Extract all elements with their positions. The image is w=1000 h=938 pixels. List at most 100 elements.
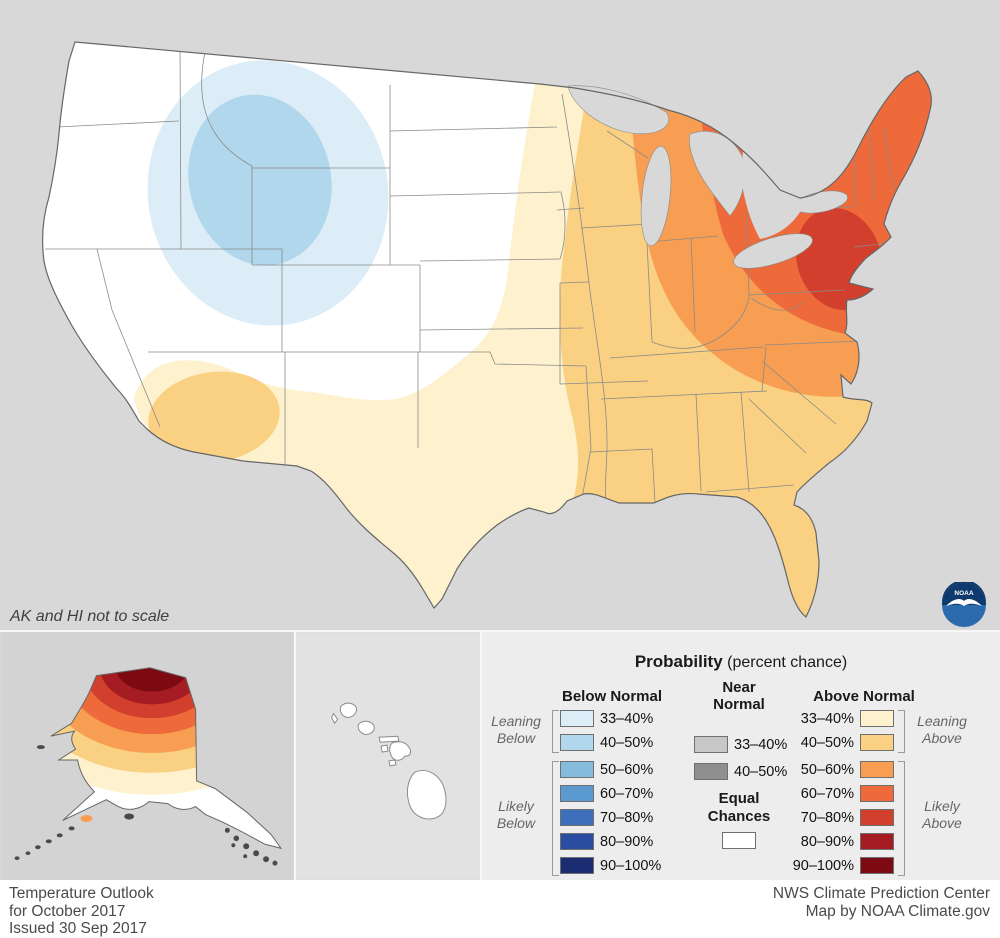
legend-range-label: 50–60% <box>600 761 654 778</box>
legend-row-above-60-70: 60–70% <box>772 785 894 802</box>
bracket-likely-above <box>898 761 905 876</box>
legend-range-label: 40–50% <box>600 734 654 751</box>
legend-range-label: 90–100% <box>792 857 854 874</box>
footer-line-month: for October 2017 <box>9 902 126 920</box>
legend-swatch <box>694 736 728 753</box>
inset-panel-row: Probability (percent chance) Below Norma… <box>0 630 1000 880</box>
island-kauai <box>339 702 357 718</box>
legend-range-label: 40–50% <box>800 734 854 751</box>
legend-swatch <box>560 785 594 802</box>
legend-range-label: 50–60% <box>800 761 854 778</box>
conus-temperature-map <box>42 41 932 618</box>
legend-range-label: 60–70% <box>800 785 854 802</box>
legend-swatch <box>860 857 894 874</box>
legend-row-above-33-40: 33–40% <box>772 710 894 727</box>
legend-swatch <box>860 809 894 826</box>
legend-range-label: 33–40% <box>600 710 654 727</box>
bracket-likely-below <box>552 761 559 876</box>
legend-swatch <box>560 809 594 826</box>
footer-line-issued: Issued 30 Sep 2017 <box>9 920 147 937</box>
hawaii-map <box>296 632 480 880</box>
legend-header-above: Above Normal <box>813 688 915 705</box>
legend-row-below-40-50: 40–50% <box>560 734 653 751</box>
legend-equal-chances-label: Equal Chances <box>707 790 771 825</box>
aleutian-above-normal-spot <box>80 815 93 822</box>
ontario-canada-wedge <box>741 151 806 239</box>
noaa-logo-icon: NOAA <box>942 582 986 627</box>
legend-swatch <box>560 710 594 727</box>
legend-header-below: Below Normal <box>561 688 663 705</box>
legend-swatch <box>560 734 594 751</box>
legend-row-below-70-80: 70–80% <box>560 809 653 826</box>
legend-range-label: 80–90% <box>800 833 854 850</box>
legend-row-above-90-100: 90–100% <box>772 857 894 874</box>
legend-header-near: Near Normal <box>713 679 765 713</box>
alaska-outline <box>50 667 283 850</box>
legend-range-label: 40–50% <box>734 763 788 780</box>
footer-line-credit: Map by NOAA Climate.gov <box>805 902 990 920</box>
legend-swatch <box>860 761 894 778</box>
legend-row-above-80-90: 80–90% <box>772 833 894 850</box>
island-lanai <box>380 744 389 753</box>
island-niihau <box>331 712 339 725</box>
legend-swatch <box>860 710 894 727</box>
svg-text:NOAA: NOAA <box>954 590 973 597</box>
legend-panel: Probability (percent chance) Below Norma… <box>480 630 1000 880</box>
legend-range-label: 70–80% <box>800 809 854 826</box>
island-maui <box>389 741 412 761</box>
ak-band-90-100 <box>115 667 189 692</box>
footer-title-block: Temperature Outlook for October 2017 Iss… <box>9 885 154 938</box>
legend-row-above-50-60: 50–60% <box>772 761 894 778</box>
legend-title: Probability (percent chance) <box>634 652 848 671</box>
island-hawaii <box>406 769 447 820</box>
footer-credit-block: NWS Climate Prediction Center Map by NOA… <box>773 885 990 920</box>
lake-superior <box>567 85 669 135</box>
legend-range-label: 33–40% <box>800 710 854 727</box>
legend-row-above-70-80: 70–80% <box>772 809 894 826</box>
legend-row-below-60-70: 60–70% <box>560 785 653 802</box>
legend-equal-chances-swatch <box>722 832 756 849</box>
island-oahu <box>357 720 375 735</box>
legend-row-below-80-90: 80–90% <box>560 833 653 850</box>
alaska-map <box>1 632 293 880</box>
legend-range-label: 90–100% <box>600 857 662 874</box>
island-molokai <box>378 735 400 743</box>
region-below-40-50 <box>188 94 332 266</box>
legend-row-above-40-50: 40–50% <box>772 734 894 751</box>
legend-row-near-33-40: 33–40% <box>694 736 787 753</box>
legend-range-label: 60–70% <box>600 785 654 802</box>
legend-swatch <box>560 761 594 778</box>
legend-swatch <box>694 763 728 780</box>
label-leaning-below: Leaning Below <box>491 713 541 746</box>
footer: Temperature Outlook for October 2017 Iss… <box>0 880 1000 938</box>
alexander-archipelago <box>224 827 278 866</box>
legend-swatch <box>860 785 894 802</box>
island-kahoolawe <box>388 759 397 767</box>
lake-erie <box>733 233 813 269</box>
lake-michigan <box>640 145 672 247</box>
bracket-leaning-above <box>898 710 905 753</box>
aleutian-islands <box>14 745 135 860</box>
alaska-inset-panel <box>0 630 294 880</box>
legend-swatch <box>860 833 894 850</box>
legend-swatch <box>860 734 894 751</box>
ak-band-80-90 <box>99 667 205 705</box>
us-outline <box>42 41 932 618</box>
legend-range-label: 80–90% <box>600 833 654 850</box>
legend-range-label: 70–80% <box>600 809 654 826</box>
label-leaning-above: Leaning Above <box>917 713 967 746</box>
bracket-leaning-below <box>552 710 559 753</box>
legend-swatch <box>560 857 594 874</box>
legend-row-below-33-40: 33–40% <box>560 710 653 727</box>
footer-line-source: NWS Climate Prediction Center <box>772 885 990 902</box>
scale-note: AK and HI not to scale <box>10 608 170 625</box>
legend-row-near-40-50: 40–50% <box>694 763 787 780</box>
label-likely-above: Likely Above <box>922 798 962 831</box>
legend-row-below-90-100: 90–100% <box>560 857 661 874</box>
legend-row-below-50-60: 50–60% <box>560 761 653 778</box>
label-likely-below: Likely Below <box>496 798 536 831</box>
legend-range-label: 33–40% <box>734 736 788 753</box>
region-above-40-50-southwest <box>148 371 280 463</box>
legend-swatch <box>560 833 594 850</box>
